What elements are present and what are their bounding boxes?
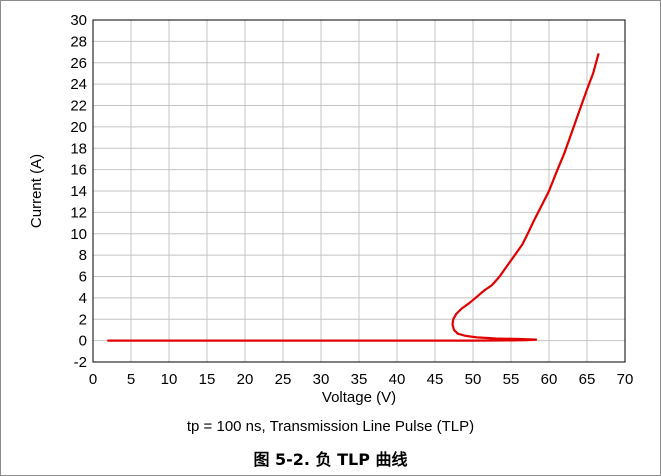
series-layer [107,53,600,342]
x-tick-label: 0 [89,371,97,388]
y-tick-label: 26 [70,55,87,72]
x-tick-label: 25 [275,371,292,388]
y-tick-label: 24 [70,76,87,93]
x-tick-label: 45 [427,371,444,388]
y-axis-title: Current (A) [28,154,45,228]
y-tick-label: 16 [70,162,87,179]
x-axis-title: Voltage (V) [322,389,396,406]
y-tick-label: 10 [70,226,87,243]
y-tick-label: 14 [70,183,87,200]
plot-area [92,19,626,363]
x-tick-labels: 0 5 10 15 20 25 30 35 40 45 50 55 60 65 70 [89,371,634,388]
y-tick-label: 30 [70,12,87,29]
x-tick-label: 65 [579,371,596,388]
x-tick-label: 30 [313,371,330,388]
y-tick-label: 0 [79,333,87,350]
y-tick-label: 22 [70,98,87,115]
series-line [107,53,600,342]
x-tick-label: 5 [127,371,135,388]
x-tick-label: 15 [199,371,216,388]
y-tick-label: 2 [79,311,87,328]
chart-caption: tp = 100 ns, Transmission Line Pulse (TL… [186,418,475,435]
x-tick-label: 10 [161,371,178,388]
y-tick-label: 20 [70,119,87,136]
tlp-chart: 0 5 10 15 20 25 30 35 40 45 50 55 60 65 70 -2024681012… [28,12,634,406]
x-tick-label: 60 [541,371,558,388]
x-tick-label: 40 [389,371,406,388]
y-tick-label: 28 [70,33,87,50]
grid-lines [92,19,626,363]
figure-title: 图 5-2. 负 TLP 曲线 [253,450,408,469]
y-tick-label: 18 [70,140,87,157]
x-tick-label: 55 [503,371,520,388]
x-tick-label: 50 [465,371,482,388]
x-tick-label: 70 [617,371,634,388]
x-tick-label: 20 [237,371,254,388]
y-tick-label: -2 [74,354,87,371]
x-tick-label: 35 [351,371,368,388]
y-tick-label: 12 [70,204,87,221]
y-tick-label: 6 [79,269,87,286]
y-tick-label: 8 [79,247,87,264]
y-tick-label: 4 [79,290,87,307]
